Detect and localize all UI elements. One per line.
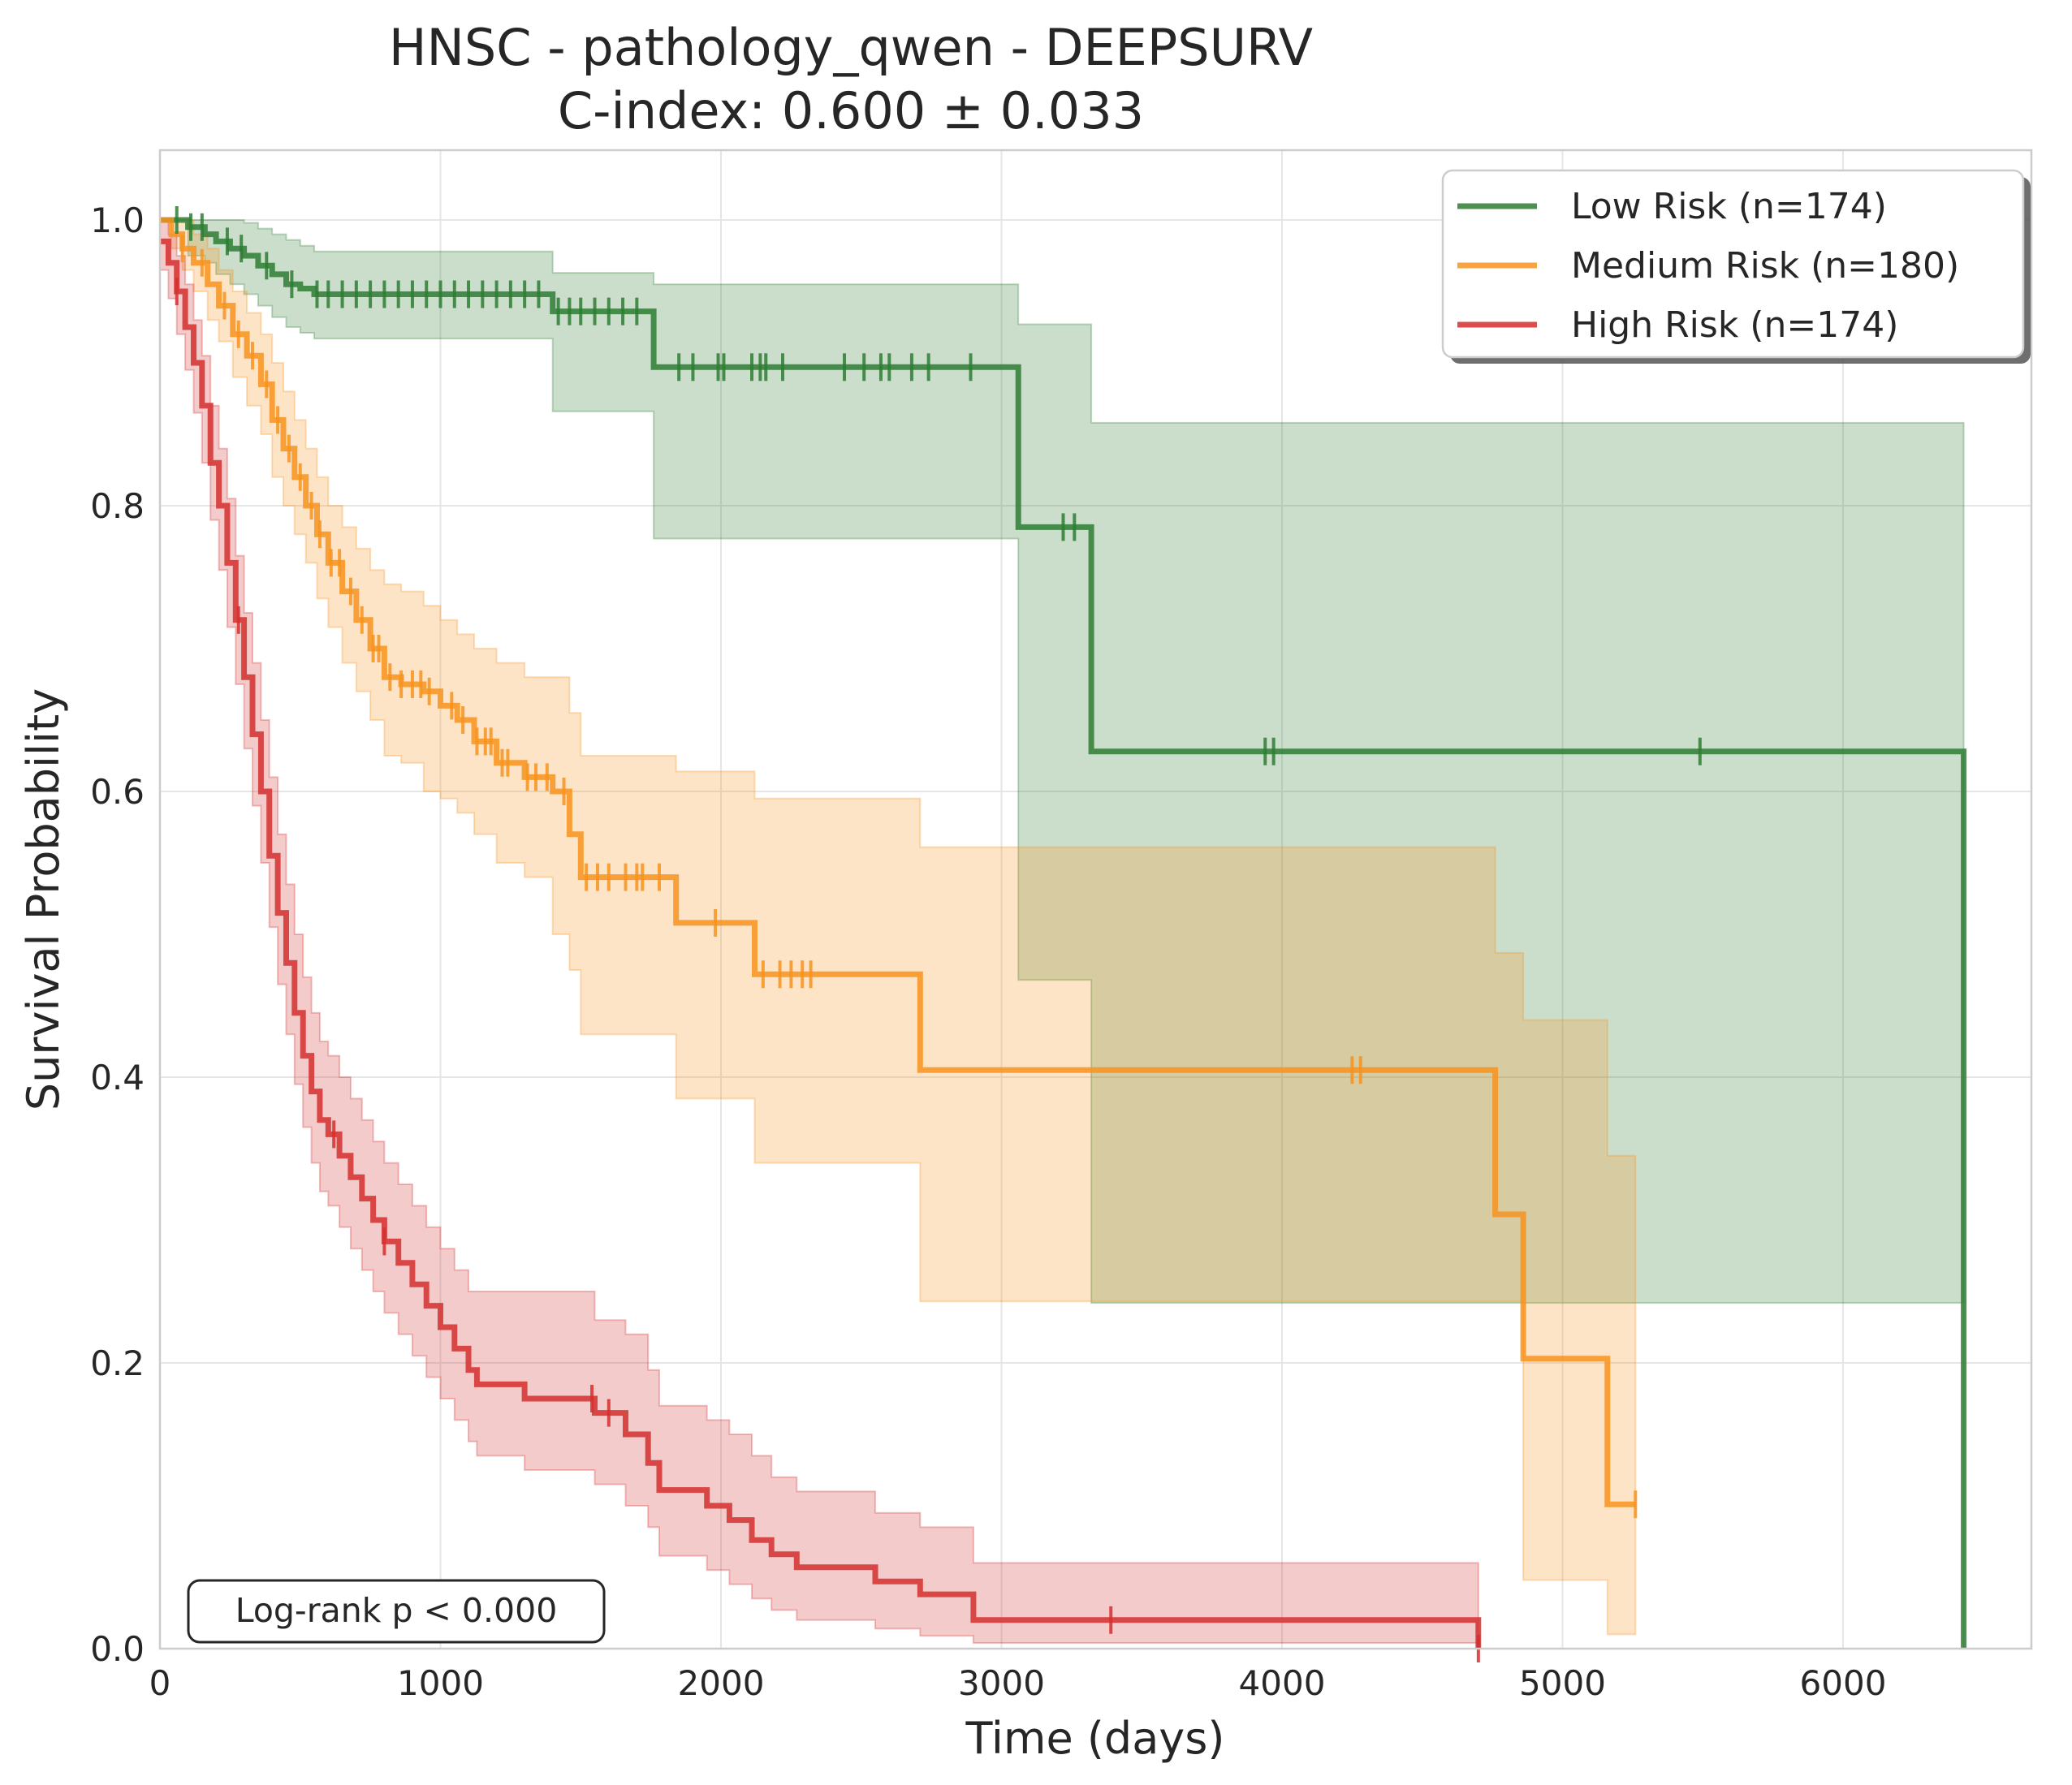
y-tick-label: 0.0: [90, 1629, 145, 1669]
x-tick-label: 5000: [1519, 1663, 1606, 1703]
legend-label: Medium Risk (n=180): [1571, 245, 1959, 287]
chart-title-line2: C-index: 0.600 ± 0.033: [558, 81, 1144, 140]
y-axis-label: Survival Probability: [18, 688, 69, 1110]
legend-label: Low Risk (n=174): [1571, 186, 1887, 227]
legend-box: [1441, 169, 2025, 359]
legend: Low Risk (n=174) Medium Risk (n=180) High …: [1441, 169, 2031, 364]
y-tick-label: 0.4: [90, 1058, 145, 1097]
survival-line-0: [160, 217, 1967, 1649]
y-tick-label: 0.8: [90, 486, 145, 526]
censor-marks: [175, 206, 1702, 1662]
x-tick-label: 0: [149, 1663, 171, 1703]
survival-line-2: [160, 238, 1482, 1649]
confidence-bands: [159, 219, 1965, 1649]
annotation-frame: [187, 1579, 606, 1644]
confidence-band-1: [160, 219, 1637, 1636]
legend-items: Low Risk (n=174) Medium Risk (n=180) High …: [1457, 186, 1959, 346]
y-tick-label: 0.6: [90, 772, 145, 812]
logrank-annotation: Log-rank p < 0.000: [235, 1591, 558, 1630]
survival-curves: [160, 217, 1967, 1649]
survival-line-1: [160, 217, 1636, 1507]
x-axis-label: Time (days): [965, 1713, 1225, 1764]
x-tick-label: 3000: [958, 1663, 1045, 1703]
x-axis-ticks: 0 1000 2000 3000 4000 5000 6000: [149, 1663, 1887, 1703]
y-axis-ticks: 0.0 0.2 0.4 0.6 0.8 1.0: [90, 200, 145, 1669]
chart-title-line1: HNSC - pathology_qwen - DEEPSURV: [389, 18, 1313, 77]
x-tick-label: 4000: [1239, 1663, 1326, 1703]
y-tick-label: 0.2: [90, 1343, 145, 1383]
legend-label: High Risk (n=174): [1571, 304, 1898, 346]
plot-frame: [158, 149, 2033, 1650]
x-tick-label: 6000: [1800, 1663, 1887, 1703]
x-tick-label: 1000: [397, 1663, 484, 1703]
confidence-band-2: [159, 219, 1479, 1649]
x-tick-label: 2000: [678, 1663, 765, 1703]
annotation-box: Log-rank p < 0.000: [187, 1579, 606, 1644]
confidence-band-0: [160, 219, 1965, 1649]
y-tick-label: 1.0: [90, 200, 145, 240]
